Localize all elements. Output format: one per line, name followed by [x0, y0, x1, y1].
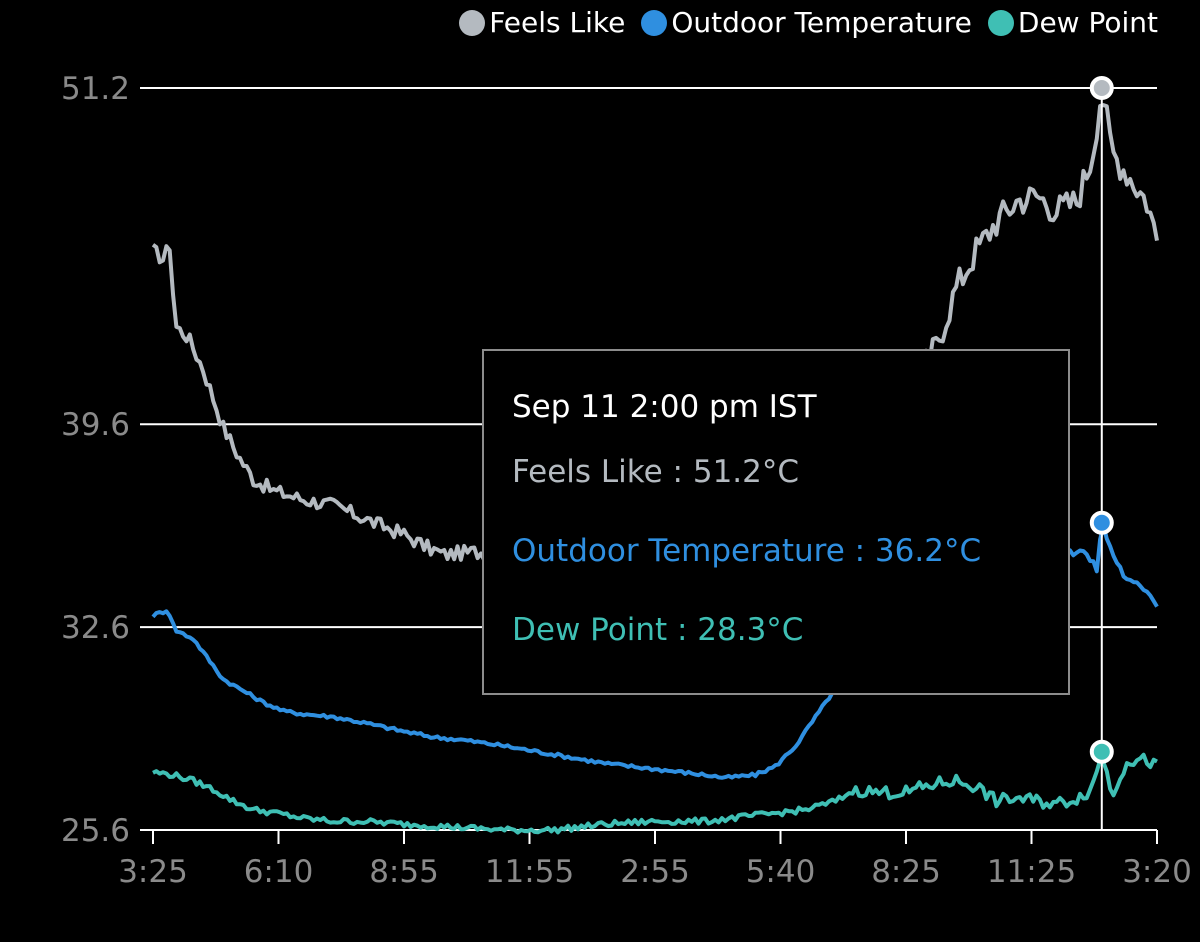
series-line-dew-point: [152, 752, 1158, 835]
y-tick-label: 32.6: [61, 610, 130, 646]
chart-legend: Feels Like Outdoor Temperature Dew Point: [459, 6, 1158, 39]
tooltip-outdoor-temperature: Outdoor Temperature : 36.2°C: [512, 533, 982, 569]
hover-marker-outdoor-temperature: [1089, 510, 1114, 535]
x-tick-label: 11:25: [987, 854, 1076, 890]
x-tick-label: 6:10: [244, 854, 314, 890]
x-tick-label: 3:25: [118, 854, 188, 890]
legend-dot-dew-point: [987, 9, 1014, 36]
x-tick-label: 3:20: [1122, 854, 1192, 890]
x-tick-label: 8:55: [369, 854, 439, 890]
tooltip-dew-point: Dew Point : 28.3°C: [512, 612, 804, 648]
tooltip-title: Sep 11 2:00 pm IST: [512, 389, 817, 425]
x-tick-label: 2:55: [620, 854, 690, 890]
legend-label-dew-point: Dew Point: [1017, 6, 1158, 39]
legend-dot-outdoor-temperature: [641, 9, 668, 36]
legend-label-feels-like: Feels Like: [489, 6, 626, 39]
y-tick-label: 39.6: [61, 407, 130, 443]
hover-marker-dew-point: [1089, 739, 1114, 764]
legend-dot-feels-like: [459, 9, 486, 36]
x-tick-label: 5:40: [746, 854, 816, 890]
x-tick-label: 8:25: [871, 854, 941, 890]
chart-tooltip: Sep 11 2:00 pm IST Feels Like : 51.2°C O…: [482, 349, 1070, 695]
legend-item-outdoor-temperature[interactable]: Outdoor Temperature: [641, 6, 972, 39]
tooltip-feels-like: Feels Like : 51.2°C: [512, 454, 800, 490]
y-tick-label: 51.2: [61, 71, 130, 107]
x-tick-label: 11:55: [485, 854, 574, 890]
legend-item-dew-point[interactable]: Dew Point: [987, 6, 1158, 39]
y-tick-label: 25.6: [61, 813, 130, 849]
legend-item-feels-like[interactable]: Feels Like: [459, 6, 625, 39]
hover-marker-feels-like: [1089, 76, 1114, 100]
legend-label-outdoor-temperature: Outdoor Temperature: [671, 6, 972, 39]
